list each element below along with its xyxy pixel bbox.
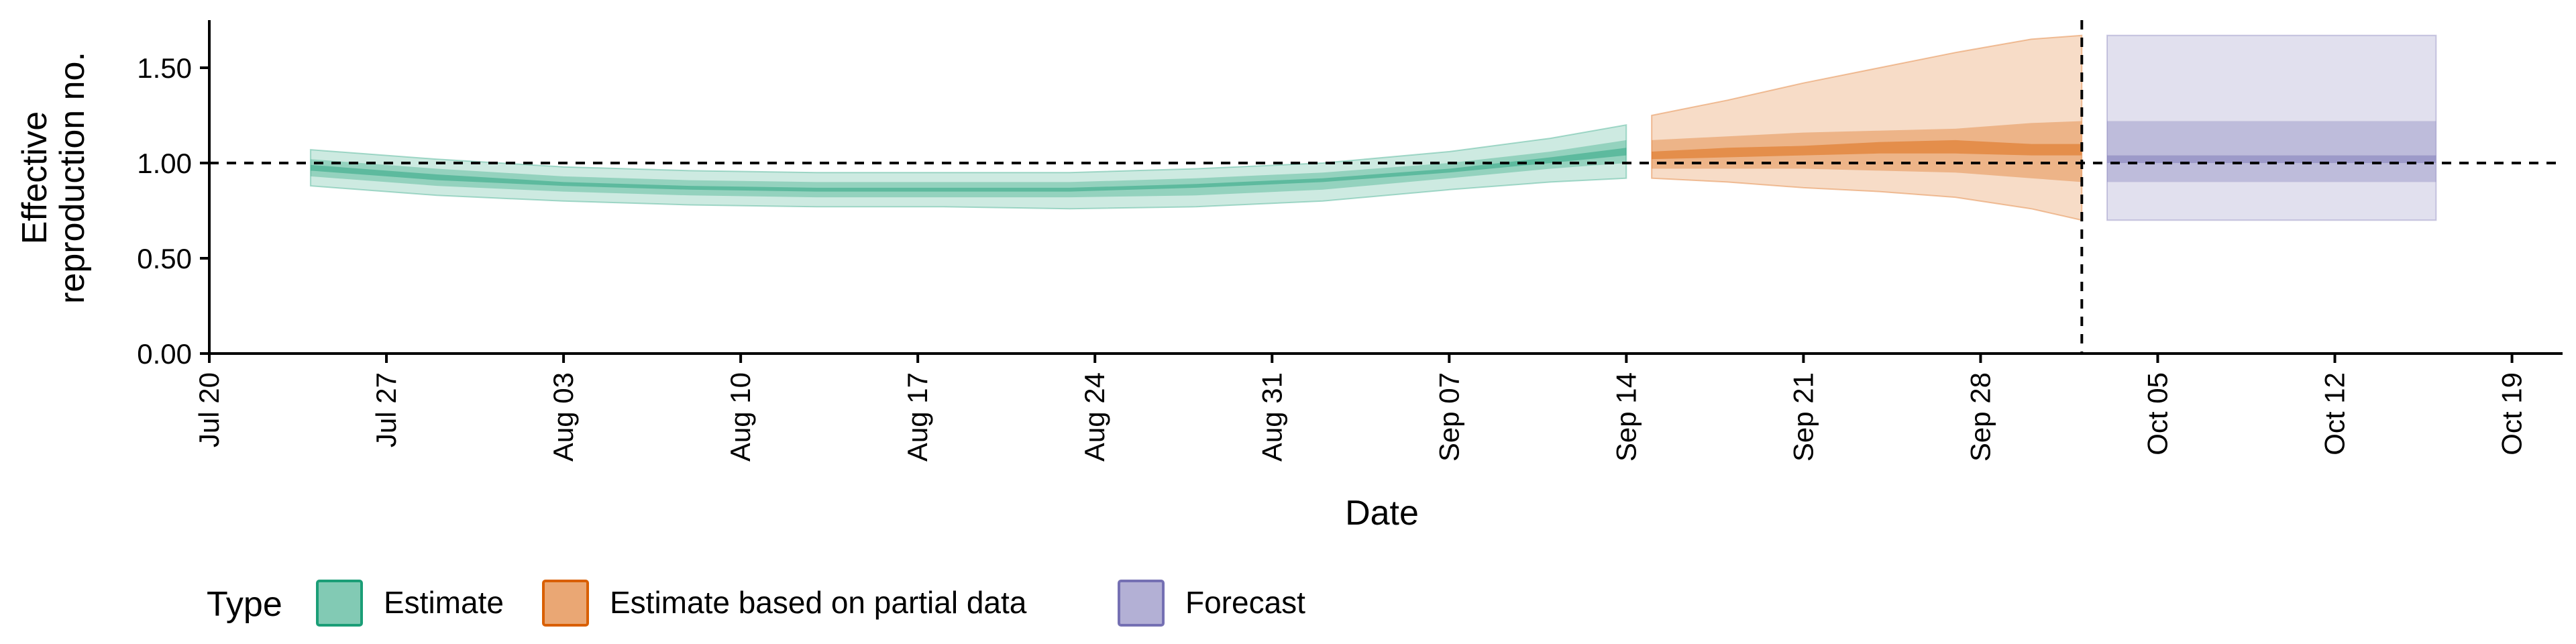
x-axis-title: Date [1345, 494, 1419, 533]
axes: 0.00 0.50 1.00 1.50 Jul 20 Jul 27 Aug 03 Aug 10… [137, 20, 2563, 462]
reference-lines [209, 20, 2563, 354]
x-tick-label: Aug 03 [547, 372, 579, 462]
band-forecast-2 [2107, 121, 2436, 182]
y-tick-label: 0.50 [137, 243, 192, 274]
y-axis-title-line1: Effective [15, 111, 54, 244]
x-tick-label: Oct 12 [2319, 372, 2351, 455]
band-estimate-based-on-partial-data-2 [1652, 121, 2082, 182]
x-tick-label: Aug 10 [724, 372, 756, 462]
y-tick-label: 1.50 [137, 52, 192, 84]
legend-key-estimate [316, 580, 363, 627]
band-forecast-1 [2106, 34, 2437, 221]
x-tick-label: Sep 21 [1787, 372, 1819, 462]
x-tick-label: Oct 05 [2141, 372, 2173, 455]
legend-key-forecast [1118, 580, 1165, 627]
x-tick-label: Sep 07 [1433, 372, 1464, 462]
x-tick-label: Sep 14 [1610, 372, 1642, 462]
legend-label-estimate-based-on-partial-data: Estimate based on partial data [610, 585, 1027, 620]
band-estimate-2 [310, 140, 1627, 198]
x-tick-label: Jul 20 [193, 372, 225, 447]
legend-label-estimate: Estimate [384, 585, 504, 620]
band-forecast-3 [2107, 155, 2436, 163]
band-estimate-based-on-partial-data-3 [1652, 140, 2082, 160]
x-tick-label: Jul 27 [370, 372, 402, 447]
x-tick-label: Sep 28 [1964, 372, 1996, 462]
legend-title: Type [207, 585, 282, 624]
y-tick-label: 1.00 [137, 148, 192, 179]
x-tick-label: Aug 17 [902, 372, 933, 462]
x-tick-label: Aug 31 [1256, 372, 1287, 462]
legend-label-forecast: Forecast [1185, 585, 1305, 620]
band-estimate-3 [310, 148, 1627, 192]
legend-key-estimate-based-on-partial-data [542, 580, 589, 627]
y-tick-label: 0.00 [137, 338, 192, 370]
legend: Type Estimate Estimate based on partial d… [207, 580, 1305, 627]
bands-layer [309, 34, 2437, 221]
band-estimate-1 [309, 124, 1627, 210]
x-tick-label: Aug 24 [1079, 372, 1110, 462]
y-axis-title: Effective reproduction no. [15, 52, 92, 304]
y-axis-title-line2: reproduction no. [53, 52, 92, 304]
x-tick-label: Oct 19 [2496, 372, 2528, 455]
